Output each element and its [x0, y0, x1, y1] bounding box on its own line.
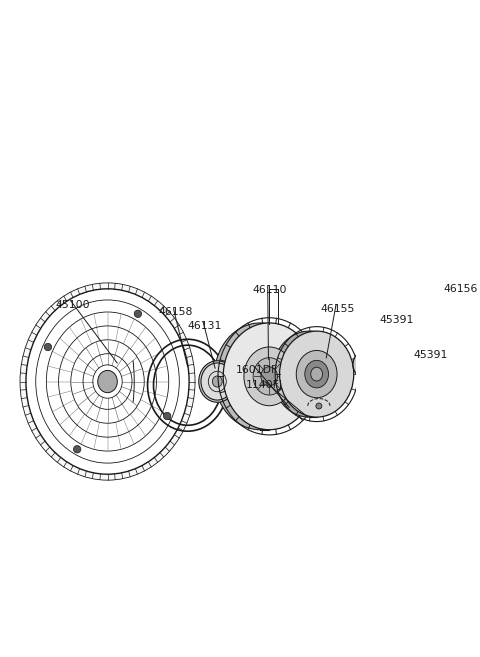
Ellipse shape	[272, 331, 347, 417]
Ellipse shape	[279, 331, 354, 417]
Ellipse shape	[73, 445, 81, 453]
Ellipse shape	[244, 347, 295, 406]
Text: 46110: 46110	[252, 285, 287, 295]
Text: 46155: 46155	[320, 304, 355, 313]
Text: 45100: 45100	[56, 300, 90, 310]
Ellipse shape	[353, 350, 378, 378]
Text: 46156: 46156	[444, 284, 478, 294]
Ellipse shape	[212, 376, 222, 387]
Ellipse shape	[163, 413, 171, 420]
Polygon shape	[374, 321, 429, 386]
Ellipse shape	[261, 367, 277, 386]
Ellipse shape	[253, 357, 285, 395]
Text: 46158: 46158	[158, 307, 192, 317]
Ellipse shape	[358, 355, 374, 374]
Ellipse shape	[201, 363, 234, 400]
Ellipse shape	[20, 283, 195, 480]
Ellipse shape	[199, 361, 236, 402]
Ellipse shape	[26, 289, 189, 474]
Ellipse shape	[215, 323, 306, 430]
Ellipse shape	[362, 382, 372, 394]
Ellipse shape	[44, 344, 52, 351]
Ellipse shape	[134, 310, 142, 317]
Ellipse shape	[296, 350, 337, 397]
Ellipse shape	[305, 360, 328, 388]
Text: 45391: 45391	[380, 315, 414, 325]
Ellipse shape	[311, 367, 323, 381]
Text: 1140FJ: 1140FJ	[246, 380, 283, 390]
Ellipse shape	[359, 378, 375, 396]
Text: 1601DF: 1601DF	[236, 365, 278, 375]
Ellipse shape	[223, 323, 315, 430]
Ellipse shape	[98, 371, 117, 393]
Ellipse shape	[316, 403, 322, 409]
Text: 45391: 45391	[414, 350, 448, 361]
Text: 46131: 46131	[188, 321, 222, 330]
